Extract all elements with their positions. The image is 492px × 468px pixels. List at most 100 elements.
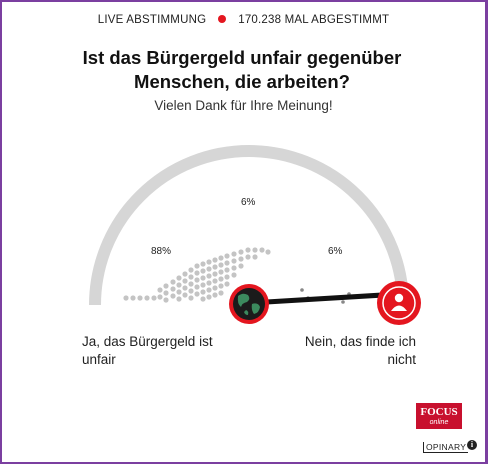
vote-dot xyxy=(252,254,258,260)
live-dot xyxy=(218,15,227,23)
vote-dot xyxy=(176,275,182,281)
no-percentage: 6% xyxy=(328,246,343,257)
vote-dot xyxy=(200,261,206,267)
vote-dot xyxy=(130,295,136,301)
vote-dot xyxy=(212,285,218,291)
vote-dot xyxy=(238,263,244,269)
vote-dot xyxy=(300,288,304,292)
answer-no-line1: Nein, das finde ich xyxy=(304,334,416,349)
thanks-message: Vielen Dank für Ihre Meinung! xyxy=(154,98,333,113)
vote-dot xyxy=(206,273,212,279)
vote-dot xyxy=(157,294,163,300)
vote-dot xyxy=(231,265,237,271)
vote-dot xyxy=(188,288,194,294)
vote-dot xyxy=(176,289,182,295)
vote-dot xyxy=(206,259,212,265)
vote-dot xyxy=(182,278,188,284)
vote-dot xyxy=(182,292,188,298)
opinary-logo[interactable]: OPINARY xyxy=(423,442,469,453)
vote-dot xyxy=(206,280,212,286)
vote-dot xyxy=(224,260,230,266)
vote-dot xyxy=(231,251,237,257)
vote-dot xyxy=(238,249,244,255)
vote-dot xyxy=(170,279,176,285)
gauge-arc xyxy=(89,145,409,306)
vote-dot xyxy=(188,295,194,301)
vote-dot xyxy=(188,267,194,273)
vote-dot xyxy=(176,282,182,288)
vote-dot xyxy=(212,264,218,270)
focus-online-logo[interactable]: FOCUS online xyxy=(416,403,462,429)
vote-dot xyxy=(265,249,271,255)
vote-dot xyxy=(194,270,200,276)
neutral-percentage: 6% xyxy=(241,197,256,208)
vote-dot xyxy=(212,257,218,263)
vote-dot xyxy=(231,272,237,278)
vote-dot xyxy=(170,286,176,292)
vote-dot xyxy=(163,290,169,296)
vote-dot xyxy=(206,294,212,300)
vote-dot xyxy=(194,291,200,297)
vote-dot xyxy=(224,274,230,280)
gauge-needle xyxy=(246,292,386,306)
vote-dot xyxy=(170,293,176,299)
vote-dot xyxy=(218,262,224,268)
vote-dot xyxy=(200,296,206,302)
vote-dot xyxy=(200,275,206,281)
vote-dot xyxy=(163,297,169,303)
vote-dot xyxy=(218,283,224,289)
vote-dot xyxy=(259,247,265,253)
live-label: LIVE ABSTIMMUNG xyxy=(97,14,207,26)
vote-dot xyxy=(252,247,258,253)
vote-dot xyxy=(212,271,218,277)
answer-no-line2: nicht xyxy=(387,352,416,367)
vote-dot xyxy=(194,263,200,269)
live-header: LIVE ABSTIMMUNG 170.238 MAL ABGESTIMMT xyxy=(2,14,485,26)
info-icon[interactable]: i xyxy=(467,440,477,450)
yes-percentage: 88% xyxy=(151,246,172,257)
vote-dot xyxy=(200,268,206,274)
vote-dot xyxy=(218,269,224,275)
vote-dot xyxy=(137,295,143,301)
vote-dot xyxy=(224,253,230,259)
vote-dot xyxy=(212,292,218,298)
vote-dot xyxy=(341,300,345,304)
vote-dot xyxy=(218,276,224,282)
vote-dot xyxy=(194,277,200,283)
vote-dot xyxy=(206,266,212,272)
vote-dot xyxy=(194,284,200,290)
vote-dot xyxy=(163,283,169,289)
vote-dot xyxy=(200,282,206,288)
vote-dot xyxy=(182,271,188,277)
vote-dot xyxy=(157,287,163,293)
user-icon[interactable] xyxy=(377,281,421,325)
vote-dot xyxy=(123,295,129,301)
poll-question: Ist das Bürgergeld unfair gegenüber Mens… xyxy=(82,47,402,92)
vote-dot xyxy=(212,278,218,284)
vote-dot xyxy=(144,295,150,301)
answer-no[interactable]: Nein, das finde ich nicht xyxy=(294,333,416,369)
vote-dot xyxy=(218,290,224,296)
vote-dot xyxy=(245,254,251,260)
globe-icon xyxy=(229,284,269,324)
answer-yes-line1: Ja, das Bürgergeld ist xyxy=(82,334,213,349)
answer-yes[interactable]: Ja, das Bürgergeld ist unfair xyxy=(82,333,213,369)
vote-dot xyxy=(218,255,224,261)
vote-dot xyxy=(224,281,230,287)
vote-dot xyxy=(238,256,244,262)
vote-dot xyxy=(188,274,194,280)
vote-dot xyxy=(151,295,157,301)
vote-dot xyxy=(224,267,230,273)
vote-dot xyxy=(176,296,182,302)
vote-dot xyxy=(206,287,212,293)
vote-dots xyxy=(123,247,351,304)
vote-dot xyxy=(200,289,206,295)
answer-yes-line2: unfair xyxy=(82,352,116,367)
vote-dot xyxy=(231,258,237,264)
vote-dot xyxy=(245,247,251,253)
vote-dot xyxy=(182,285,188,291)
vote-dot xyxy=(188,281,194,287)
vote-count: 170.238 MAL ABGESTIMMT xyxy=(238,14,390,26)
